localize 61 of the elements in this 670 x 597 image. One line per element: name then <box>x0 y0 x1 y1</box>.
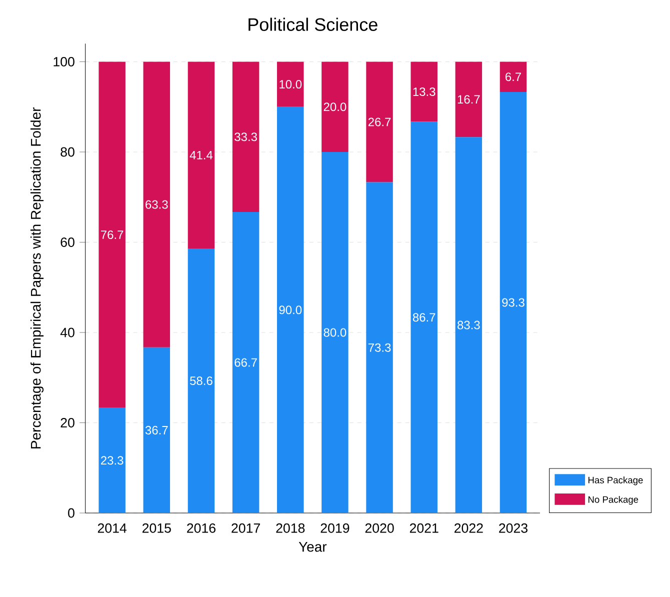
data-label: 58.6 <box>190 376 212 386</box>
x-tick-label: 2017 <box>232 523 260 533</box>
y-tick-label: 0 <box>68 508 74 518</box>
y-tick-label: 60 <box>60 238 74 247</box>
data-label: 83.3 <box>458 320 480 330</box>
bar <box>188 62 215 249</box>
bar <box>98 408 126 513</box>
data-label: 90.0 <box>279 306 302 314</box>
x-tick-label: 2015 <box>142 523 171 533</box>
data-label: 86.7 <box>412 313 436 322</box>
data-label: 36.7 <box>145 426 168 434</box>
bar <box>410 122 438 513</box>
data-label: 13.3 <box>413 87 436 96</box>
bar <box>455 137 482 513</box>
x-tick-label: 2018 <box>276 523 305 533</box>
data-label: 33.3 <box>234 132 257 142</box>
data-label: 63.3 <box>146 200 168 209</box>
y-axis-title: Percentage of Empirical Papers with Replication Folder <box>30 107 44 448</box>
data-label: 73.3 <box>368 343 391 352</box>
legend-label: No Package <box>588 496 638 505</box>
data-label: 20.0 <box>324 102 346 112</box>
x-tick-label: 2016 <box>187 523 216 533</box>
chart-title: Political Science <box>248 18 378 31</box>
x-tick-label: 2022 <box>454 523 483 533</box>
bar <box>455 62 482 138</box>
bar <box>322 62 348 152</box>
y-tick-label: 80 <box>60 147 74 157</box>
bar <box>322 152 348 513</box>
data-label: 23.3 <box>101 456 124 465</box>
legend-label: Has Package <box>588 476 643 486</box>
bar <box>232 62 260 212</box>
x-tick-label: 2020 <box>365 523 394 533</box>
bar <box>366 62 393 182</box>
bar <box>500 62 527 92</box>
bar <box>277 62 304 107</box>
bar <box>232 212 260 513</box>
y-tick-label: 20 <box>60 418 74 428</box>
bar <box>143 62 170 348</box>
bar <box>277 106 304 513</box>
data-label: 93.3 <box>502 298 524 307</box>
data-label: 16.7 <box>458 95 480 104</box>
data-label: 76.7 <box>101 230 124 240</box>
data-label: 80.0 <box>324 328 346 337</box>
data-label: 26.7 <box>368 118 391 126</box>
y-tick-label: 40 <box>60 328 74 338</box>
bar <box>366 182 393 513</box>
data-label: 10.0 <box>280 80 302 89</box>
bar <box>188 248 215 513</box>
x-tick-label: 2021 <box>410 523 438 533</box>
bar <box>143 347 170 513</box>
bar <box>410 62 438 122</box>
x-tick-label: 2014 <box>98 523 127 533</box>
data-label: 6.7 <box>506 72 521 82</box>
data-label: 66.7 <box>234 358 257 367</box>
x-tick-label: 2019 <box>320 523 350 533</box>
data-label: 41.4 <box>190 151 213 160</box>
x-tick-label: 2023 <box>499 523 528 533</box>
bar <box>500 92 527 513</box>
bar <box>98 62 126 408</box>
y-tick-label: 100 <box>54 57 74 66</box>
x-axis-title: Year <box>298 542 327 552</box>
